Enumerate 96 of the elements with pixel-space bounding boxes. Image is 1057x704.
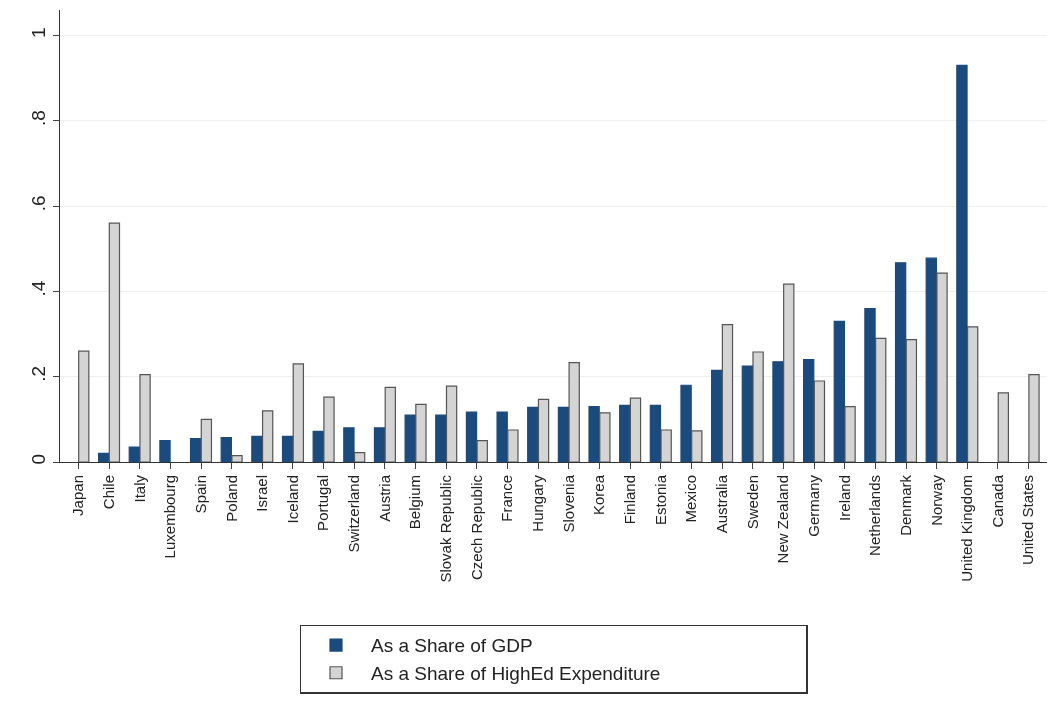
x-tick-label: Poland <box>222 475 240 522</box>
x-tick-label: Japan <box>69 475 87 516</box>
bar <box>435 414 447 462</box>
bar <box>507 429 519 462</box>
bar <box>599 412 611 462</box>
x-tick-label: Canada <box>988 474 1006 528</box>
x-tick-label: Australia <box>712 474 730 534</box>
bar <box>894 262 907 462</box>
x-tick-label: Switzerland <box>345 475 363 553</box>
y-tick-label: .4 <box>28 280 50 297</box>
x-tick-label: Austria <box>375 474 393 522</box>
bar <box>323 396 335 462</box>
bar <box>660 429 672 462</box>
bar <box>78 350 90 462</box>
bar <box>813 380 826 462</box>
bar <box>844 405 856 462</box>
y-tick-label: .8 <box>28 110 50 126</box>
x-tick-label: Italy <box>130 474 148 503</box>
bar <box>476 440 488 462</box>
bar <box>721 324 734 462</box>
x-tick-label: New Zealand <box>774 475 792 564</box>
x-tick-label: Spain <box>191 475 209 514</box>
bar <box>691 430 703 462</box>
x-tick-label: Slovak Republic <box>437 474 455 583</box>
x-tick-label: Denmark <box>896 474 914 536</box>
x-tick-label: Sweden <box>743 475 761 530</box>
bar <box>251 435 263 462</box>
legend-label: As a Share of HighEd Expenditure <box>371 663 661 685</box>
bar <box>465 411 478 462</box>
x-tick-label: France <box>498 475 516 522</box>
bar <box>629 397 642 462</box>
bar <box>108 222 121 462</box>
x-tick-label: Mexico <box>682 475 700 523</box>
x-tick-label: Hungary <box>529 474 547 532</box>
bar <box>752 351 764 462</box>
x-tick-label: United Kingdom <box>958 475 976 582</box>
y-tick-label: .2 <box>28 365 50 382</box>
x-tick-label: Czech Republic <box>467 474 485 581</box>
bar <box>281 435 294 462</box>
bar <box>200 418 213 462</box>
bar <box>128 446 141 462</box>
bar <box>680 384 692 462</box>
x-tick-label: Korea <box>590 474 608 516</box>
bar <box>343 427 355 462</box>
bar <box>997 392 1010 462</box>
bar <box>956 64 968 462</box>
x-tick-label: Norway <box>927 474 945 526</box>
bar <box>864 307 876 462</box>
bar <box>936 272 948 462</box>
bar <box>772 361 784 462</box>
bar <box>802 359 815 462</box>
bar <box>231 455 243 462</box>
bar <box>261 410 274 462</box>
bar <box>537 398 550 462</box>
y-tick-label: 0 <box>28 453 50 465</box>
bar <box>875 337 887 462</box>
x-tick-label: Finland <box>621 475 639 525</box>
bar <box>189 437 202 462</box>
bar <box>139 373 151 462</box>
legend-label: As a Share of GDP <box>371 635 533 657</box>
bar <box>97 452 110 462</box>
bar <box>588 405 600 462</box>
x-tick-label: Netherlands <box>866 475 884 556</box>
bar <box>373 427 386 462</box>
bar <box>1028 373 1040 462</box>
bar <box>292 363 305 462</box>
bar <box>619 404 631 462</box>
y-tick-label: 1 <box>28 27 50 39</box>
bar <box>966 326 979 462</box>
bar <box>649 404 662 462</box>
x-tick-label: Ireland <box>835 475 853 521</box>
x-tick-label: Slovenia <box>559 474 577 533</box>
bar <box>220 437 232 462</box>
bar <box>905 339 918 462</box>
bar <box>159 440 171 462</box>
x-tick-label: Germany <box>804 474 822 537</box>
x-tick-label: Chile <box>99 475 117 510</box>
bar <box>527 406 539 462</box>
x-tick-label: Portugal <box>314 475 332 531</box>
bar <box>353 452 366 462</box>
bar <box>415 403 427 462</box>
x-tick-label: Luxembourg <box>161 475 179 559</box>
x-tick-label: United States <box>1019 475 1037 566</box>
x-tick-label: Estonia <box>651 474 669 526</box>
x-tick-label: Israel <box>253 475 271 512</box>
x-tick-label: Iceland <box>283 475 301 524</box>
bar <box>568 362 580 462</box>
bar <box>833 320 846 462</box>
bar <box>445 385 458 462</box>
bar <box>384 386 396 462</box>
y-tick-label: .6 <box>28 195 50 212</box>
bar <box>496 411 508 462</box>
bar <box>783 283 795 462</box>
x-tick-label: Belgium <box>406 475 424 530</box>
bar <box>404 414 416 462</box>
bar <box>711 369 723 462</box>
